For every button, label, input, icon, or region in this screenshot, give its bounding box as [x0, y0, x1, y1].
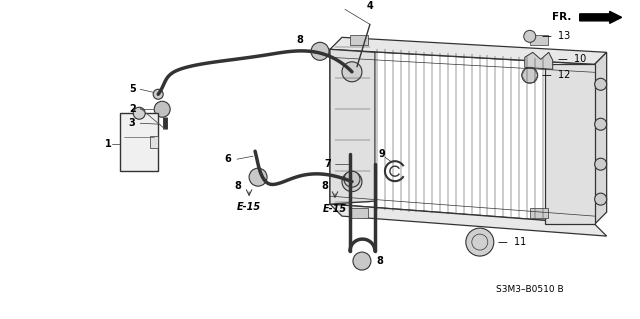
- Text: 4: 4: [367, 1, 373, 11]
- FancyArrow shape: [580, 11, 621, 23]
- Text: 1: 1: [105, 139, 111, 149]
- Text: E-15: E-15: [323, 204, 347, 214]
- Circle shape: [342, 172, 362, 192]
- Text: 8: 8: [296, 35, 303, 45]
- Text: —  11: — 11: [498, 237, 526, 247]
- Circle shape: [595, 78, 607, 90]
- Polygon shape: [330, 37, 607, 64]
- Circle shape: [524, 30, 536, 42]
- Circle shape: [595, 193, 607, 205]
- Bar: [120, 113, 158, 171]
- Circle shape: [466, 228, 494, 256]
- Polygon shape: [330, 49, 375, 204]
- Circle shape: [342, 62, 362, 82]
- Polygon shape: [595, 52, 607, 224]
- Circle shape: [133, 107, 145, 119]
- Bar: [530, 35, 548, 45]
- Circle shape: [153, 89, 163, 99]
- Text: 3: 3: [129, 118, 136, 128]
- Text: 2: 2: [129, 104, 136, 114]
- Text: S3M3–B0510 B: S3M3–B0510 B: [496, 285, 564, 293]
- Text: FR.: FR.: [552, 12, 572, 22]
- Text: —  10: — 10: [557, 54, 586, 64]
- Bar: [150, 136, 158, 148]
- Circle shape: [353, 252, 371, 270]
- Bar: [350, 208, 368, 218]
- Circle shape: [249, 168, 267, 186]
- Text: —  12: — 12: [541, 70, 570, 80]
- Text: 5: 5: [129, 84, 136, 94]
- Text: 9: 9: [378, 149, 385, 159]
- Circle shape: [595, 158, 607, 170]
- Polygon shape: [330, 204, 607, 236]
- Text: 8: 8: [321, 181, 328, 191]
- Text: 7: 7: [324, 159, 332, 169]
- Text: 8: 8: [376, 256, 383, 266]
- Circle shape: [522, 67, 538, 83]
- Circle shape: [154, 101, 170, 117]
- Text: 6: 6: [225, 154, 232, 164]
- Text: 8: 8: [235, 181, 241, 191]
- Circle shape: [344, 171, 360, 187]
- Circle shape: [311, 42, 329, 60]
- Text: E-15: E-15: [237, 202, 261, 212]
- Bar: [350, 35, 368, 45]
- Text: —  13: — 13: [541, 31, 570, 41]
- Polygon shape: [525, 52, 553, 69]
- Circle shape: [595, 118, 607, 130]
- Bar: [530, 208, 548, 218]
- Polygon shape: [545, 64, 595, 224]
